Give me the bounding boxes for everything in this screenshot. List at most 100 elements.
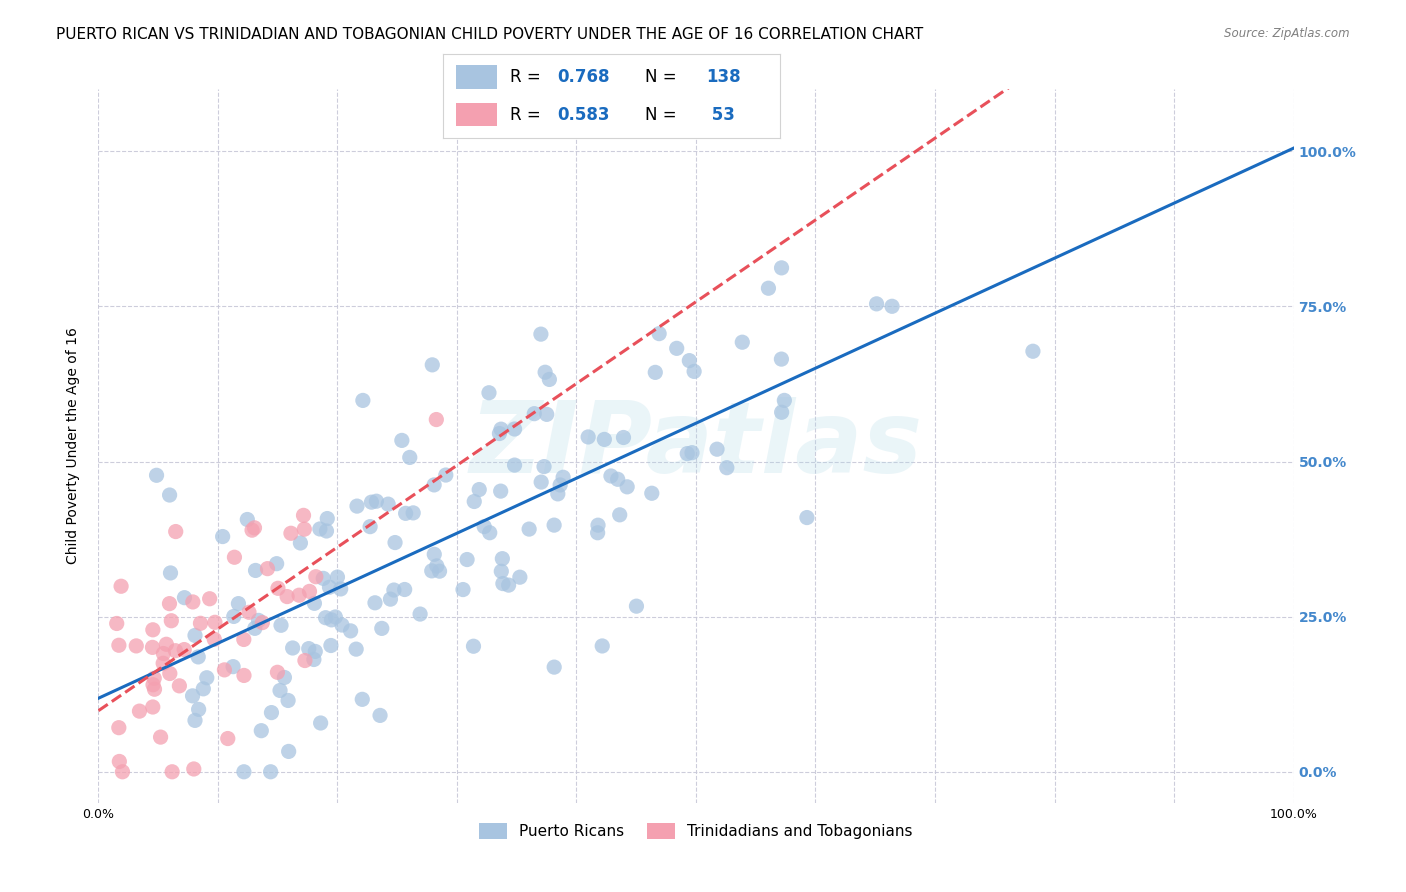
Point [451, 582, 474, 597]
Point [316, 511, 339, 525]
Point [533, 459, 555, 474]
Point [1022, 344, 1045, 359]
Point [716, 460, 738, 475]
Point [576, 430, 599, 444]
Point [770, 405, 793, 419]
Point [298, 641, 321, 656]
Point [315, 610, 337, 624]
Point [773, 393, 796, 408]
Point [108, 755, 131, 769]
Point [187, 702, 209, 716]
Point [398, 450, 420, 465]
Point [538, 372, 561, 386]
Text: R =: R = [510, 105, 547, 123]
Point [488, 426, 510, 441]
Point [681, 445, 703, 459]
FancyBboxPatch shape [457, 65, 496, 89]
Point [429, 564, 451, 578]
Point [288, 588, 311, 602]
Point [290, 536, 312, 550]
Point [305, 570, 328, 584]
Point [547, 487, 569, 501]
Text: 0.583: 0.583 [558, 105, 610, 123]
Point [269, 683, 291, 698]
Point [184, 628, 207, 642]
Point [543, 518, 565, 533]
Point [238, 605, 260, 619]
Point [173, 591, 195, 605]
Text: PUERTO RICAN VS TRINIDADIAN AND TOBAGONIAN CHILD POVERTY UNDER THE AGE OF 16 COR: PUERTO RICAN VS TRINIDADIAN AND TOBAGONI… [56, 27, 924, 42]
Point [125, 639, 148, 653]
Point [491, 564, 513, 578]
Point [160, 764, 183, 779]
Point [626, 599, 648, 614]
Point [232, 764, 254, 779]
Point [298, 584, 321, 599]
Point [503, 458, 526, 472]
Point [202, 632, 225, 647]
Point [420, 564, 443, 578]
Point [600, 469, 623, 483]
Point [222, 609, 245, 624]
Point [159, 566, 181, 580]
Point [371, 621, 394, 635]
Point [243, 521, 266, 535]
Point [143, 682, 166, 697]
Point [190, 616, 212, 631]
Point [503, 422, 526, 436]
Point [181, 595, 204, 609]
Point [281, 640, 304, 655]
Point [880, 299, 903, 313]
Point [463, 494, 485, 508]
Point [280, 526, 302, 541]
Point [266, 665, 288, 680]
Point [204, 615, 226, 630]
Point [339, 624, 361, 638]
Point [423, 478, 446, 492]
Point [360, 495, 382, 509]
Point [352, 692, 374, 706]
Point [312, 571, 335, 585]
Point [256, 561, 278, 575]
Point [267, 582, 290, 596]
Point [586, 518, 609, 533]
Point [586, 525, 609, 540]
Point [606, 472, 628, 486]
Point [277, 693, 299, 707]
Point [184, 714, 207, 728]
Point [228, 597, 250, 611]
Point [159, 666, 181, 681]
Point [591, 639, 613, 653]
Point [325, 610, 347, 624]
Point [319, 639, 342, 653]
Point [315, 524, 337, 538]
Point [536, 408, 558, 422]
Point [292, 522, 315, 536]
Point [105, 616, 128, 631]
Point [222, 659, 245, 673]
Point [648, 326, 671, 341]
Point [165, 524, 187, 539]
Point [259, 764, 281, 779]
Point [292, 508, 315, 523]
Point [676, 447, 699, 461]
Point [155, 637, 177, 651]
Point [145, 468, 167, 483]
Point [359, 519, 381, 533]
Point [683, 364, 706, 378]
Text: R =: R = [510, 69, 547, 87]
Point [152, 647, 174, 661]
Point [346, 499, 368, 513]
Text: Source: ZipAtlas.com: Source: ZipAtlas.com [1225, 27, 1350, 40]
Point [142, 623, 165, 637]
Point [644, 365, 666, 379]
Legend: Puerto Ricans, Trinidadians and Tobagonians: Puerto Ricans, Trinidadians and Tobagoni… [474, 817, 918, 845]
Point [420, 358, 443, 372]
Point [224, 550, 246, 565]
Point [423, 547, 446, 561]
Point [243, 621, 266, 635]
Point [796, 510, 818, 524]
Point [530, 327, 553, 342]
Point [183, 762, 205, 776]
Point [233, 668, 256, 682]
